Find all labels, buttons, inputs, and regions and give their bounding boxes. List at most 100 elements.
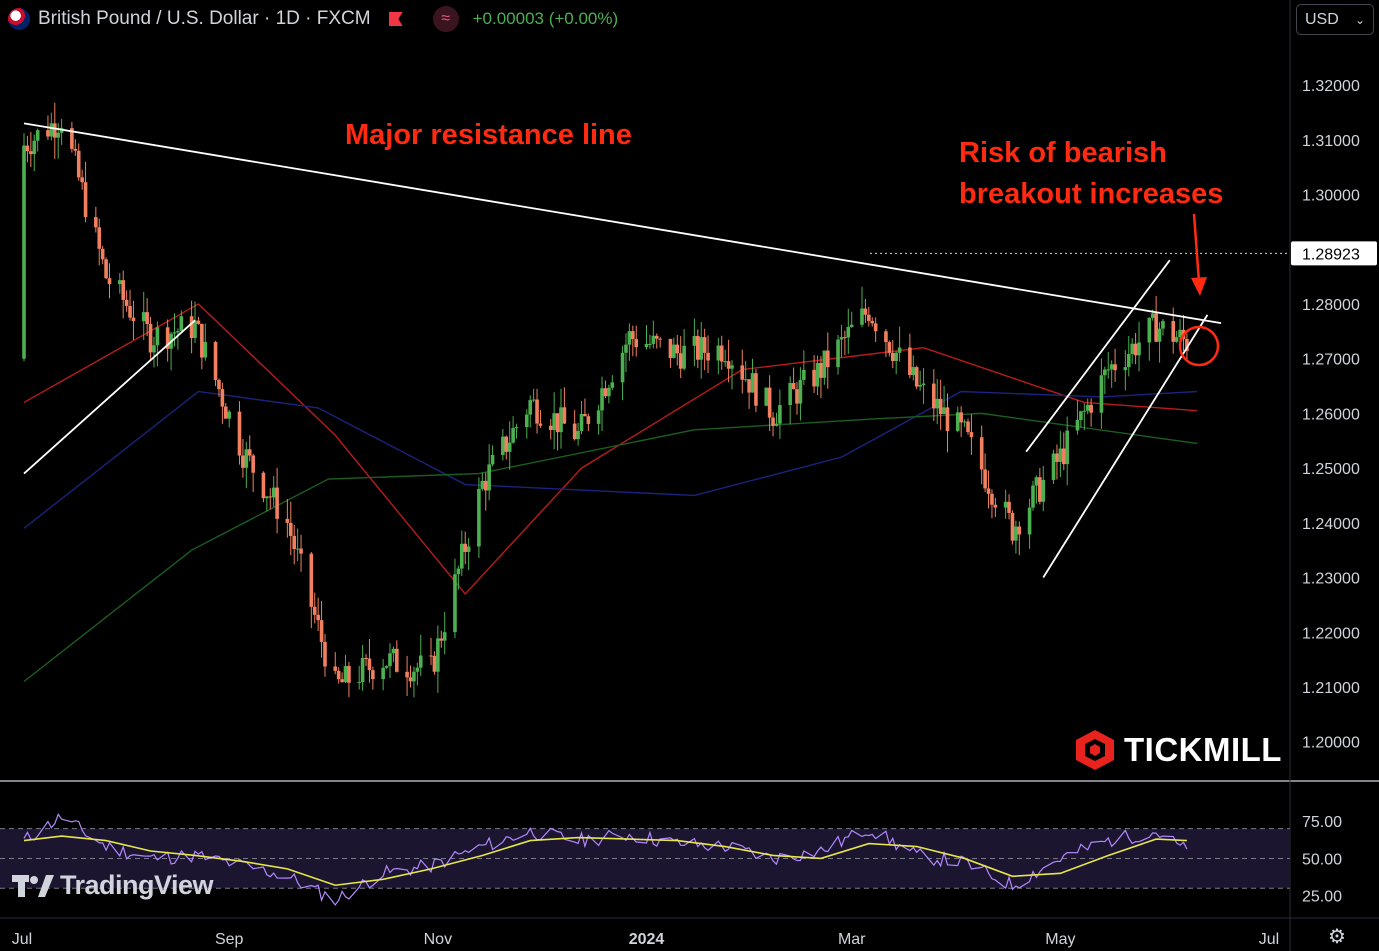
candle-body [220, 389, 225, 407]
moving-average-line [23, 390, 1198, 529]
candle-body [501, 436, 505, 455]
rsi-y-tick-label: 50.00 [1302, 851, 1342, 868]
candle-body [107, 278, 112, 285]
trendline[interactable] [1025, 259, 1171, 453]
trendline[interactable] [23, 122, 1222, 324]
candle-body [155, 327, 160, 346]
candle-body [316, 614, 320, 621]
candle-body [193, 320, 197, 339]
candle-body [552, 413, 556, 431]
candle-body [1079, 411, 1083, 421]
candle-body [429, 655, 433, 657]
candle-body [979, 437, 984, 470]
candle-body [682, 345, 686, 369]
candle-body [914, 367, 919, 387]
candle-body [706, 352, 710, 361]
candle-body [908, 347, 912, 376]
candle-body [268, 496, 273, 498]
annotation-circle [1178, 325, 1220, 367]
candle-body [726, 361, 731, 369]
candle-body [774, 423, 779, 426]
candle-body [343, 666, 348, 683]
candle-body [887, 342, 892, 353]
candle-body [1075, 420, 1080, 431]
candle-body [217, 379, 221, 390]
candle-body [1185, 338, 1189, 351]
candle-body [97, 227, 102, 249]
candle-body [244, 449, 249, 468]
candle-body [340, 679, 344, 683]
candle-body [172, 332, 177, 334]
candle-body [292, 535, 297, 550]
annotation-risk-line2: breakout increases [959, 178, 1223, 210]
candle-body [802, 369, 806, 380]
currency-select[interactable]: USD ⌄ [1296, 4, 1374, 35]
candle-body [884, 331, 888, 343]
candle-body [456, 568, 461, 575]
candle-body [610, 382, 615, 388]
candle-body [675, 344, 680, 354]
candle-body [1010, 512, 1015, 541]
candle-body [1014, 526, 1018, 541]
candle-body [453, 574, 457, 633]
y-tick-label: 1.21000 [1302, 680, 1360, 697]
candle-body [672, 344, 676, 358]
candle-body [179, 316, 184, 332]
candle-body [1007, 501, 1011, 513]
candle-body [1034, 477, 1039, 486]
candle-body [1065, 430, 1070, 465]
candle-body [822, 350, 827, 378]
candle-body [487, 464, 491, 491]
y-tick-label: 1.27000 [1302, 352, 1360, 369]
candle-body [716, 345, 721, 361]
candle-body [812, 369, 816, 387]
wave-icon[interactable]: ≈ [432, 6, 459, 32]
candle-body [1103, 369, 1107, 376]
candle-body [631, 331, 635, 340]
candle-body [767, 387, 772, 418]
candle-body [104, 259, 108, 279]
candle-body [1123, 367, 1128, 371]
candle-body [1038, 477, 1042, 502]
candle-body [22, 145, 26, 359]
candle-body [145, 312, 149, 325]
candle-body [849, 324, 854, 327]
tickmill-mark-icon [1076, 730, 1114, 770]
gear-icon[interactable]: ⚙ [1328, 926, 1346, 948]
moving-average-line [23, 303, 1198, 596]
candle-body [867, 314, 871, 321]
candle-body [993, 504, 998, 508]
candle-body [658, 338, 662, 340]
candle-body [740, 365, 745, 380]
red-flag-icon[interactable] [388, 12, 403, 26]
candle-body [371, 670, 375, 680]
candle-body [644, 343, 649, 348]
candle-body [603, 388, 608, 397]
candle-body [825, 350, 830, 368]
candle-body [1027, 507, 1032, 535]
price-change: +0.00003 (+0.00%) [472, 9, 619, 28]
candle-body [719, 345, 724, 362]
candle-body [241, 455, 245, 468]
candle-body [600, 388, 604, 411]
price-marker-box [1291, 241, 1377, 266]
trendline[interactable] [1042, 314, 1209, 579]
candle-body [295, 548, 300, 550]
candle-body [466, 546, 471, 552]
x-tick-label: Sep [215, 931, 244, 948]
rsi-ma-line [23, 835, 1187, 887]
candle-body [942, 407, 946, 415]
chart-header: British Pound / U.S. Dollar · 1D · FXCM … [0, 0, 618, 38]
candle-body [189, 316, 194, 339]
candle-body [364, 657, 368, 659]
candle-body [46, 130, 50, 137]
candle-body [743, 379, 748, 381]
candle-body [750, 373, 755, 393]
candle-body [607, 387, 611, 397]
candle-body [49, 123, 54, 137]
annotation-risk-line1: Risk of bearish [959, 137, 1167, 169]
symbol-title[interactable]: British Pound / U.S. Dollar · 1D · FXCM [38, 8, 371, 29]
rsi-line [23, 813, 1188, 906]
trendline[interactable] [23, 319, 196, 475]
